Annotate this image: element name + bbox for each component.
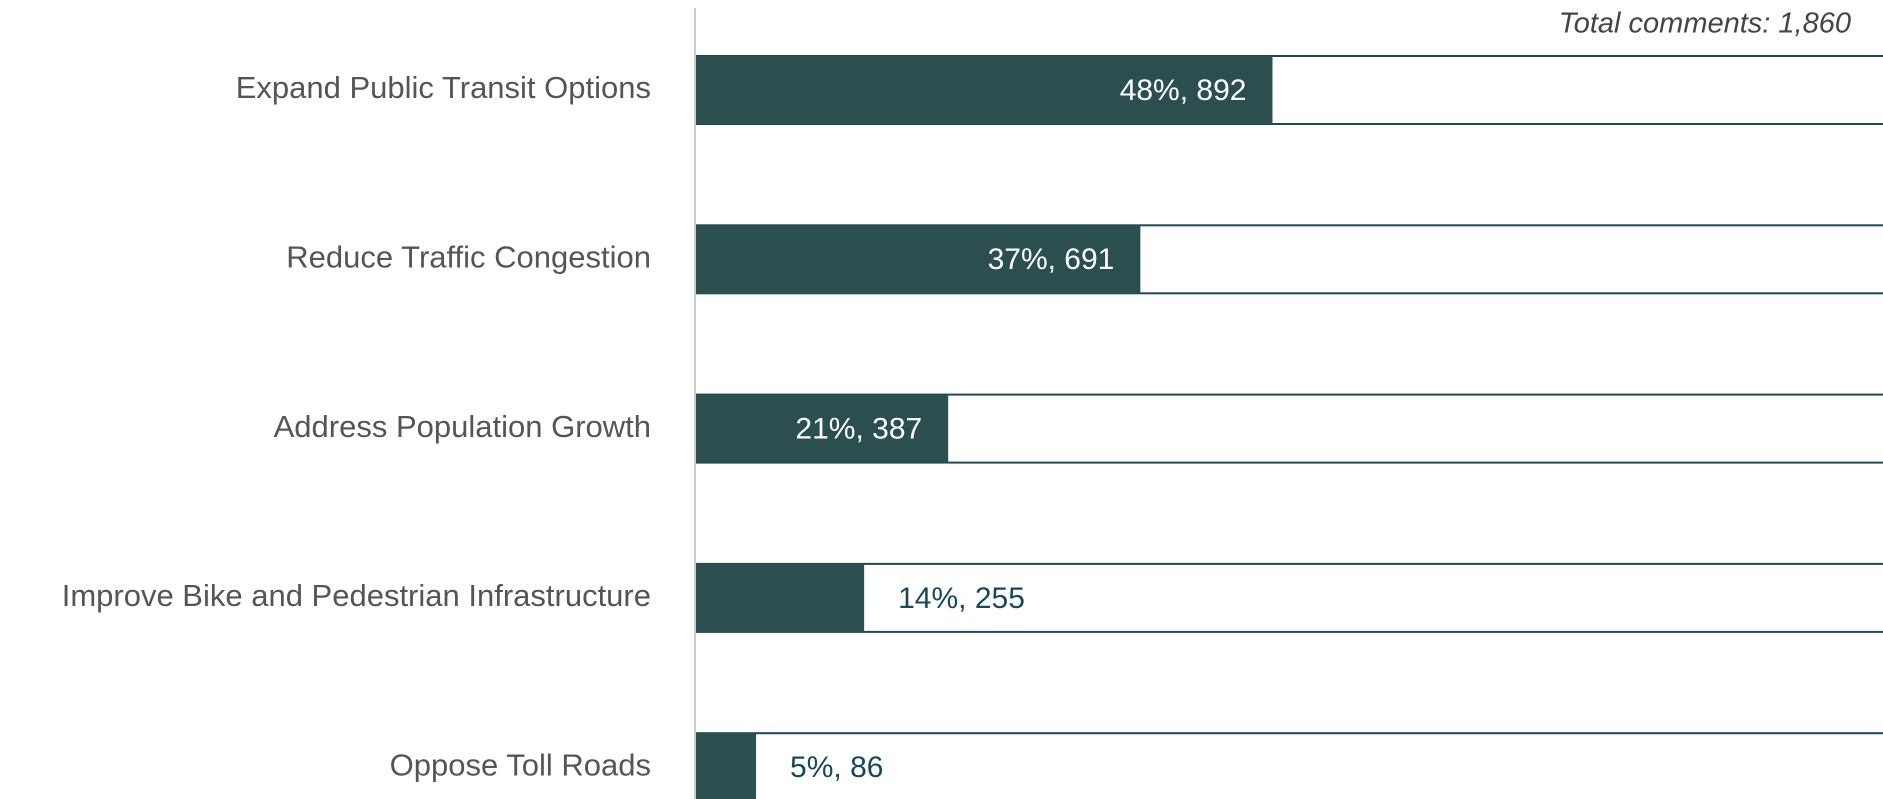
bar [696, 563, 865, 632]
data-label: 5%, 86 [790, 751, 883, 784]
data-label: 14%, 255 [898, 582, 1025, 615]
category-label: Expand Public Transit Options [236, 70, 651, 105]
category-label: Improve Bike and Pedestrian Infrastructu… [62, 578, 651, 613]
category-label: Oppose Toll Roads [390, 747, 651, 782]
annotation: Total comments: 1,860 [1559, 8, 1851, 40]
bar [696, 225, 1141, 294]
category-label: Reduce Traffic Congestion [286, 239, 651, 274]
data-label: 21%, 387 [795, 413, 922, 446]
data-label: 48%, 892 [1120, 74, 1247, 107]
category-label: Address Population Growth [274, 409, 651, 444]
bar [696, 733, 757, 799]
bar-track [695, 562, 1883, 633]
bar [696, 394, 949, 463]
data-label: 37%, 691 [988, 243, 1115, 276]
bar [696, 56, 1273, 124]
